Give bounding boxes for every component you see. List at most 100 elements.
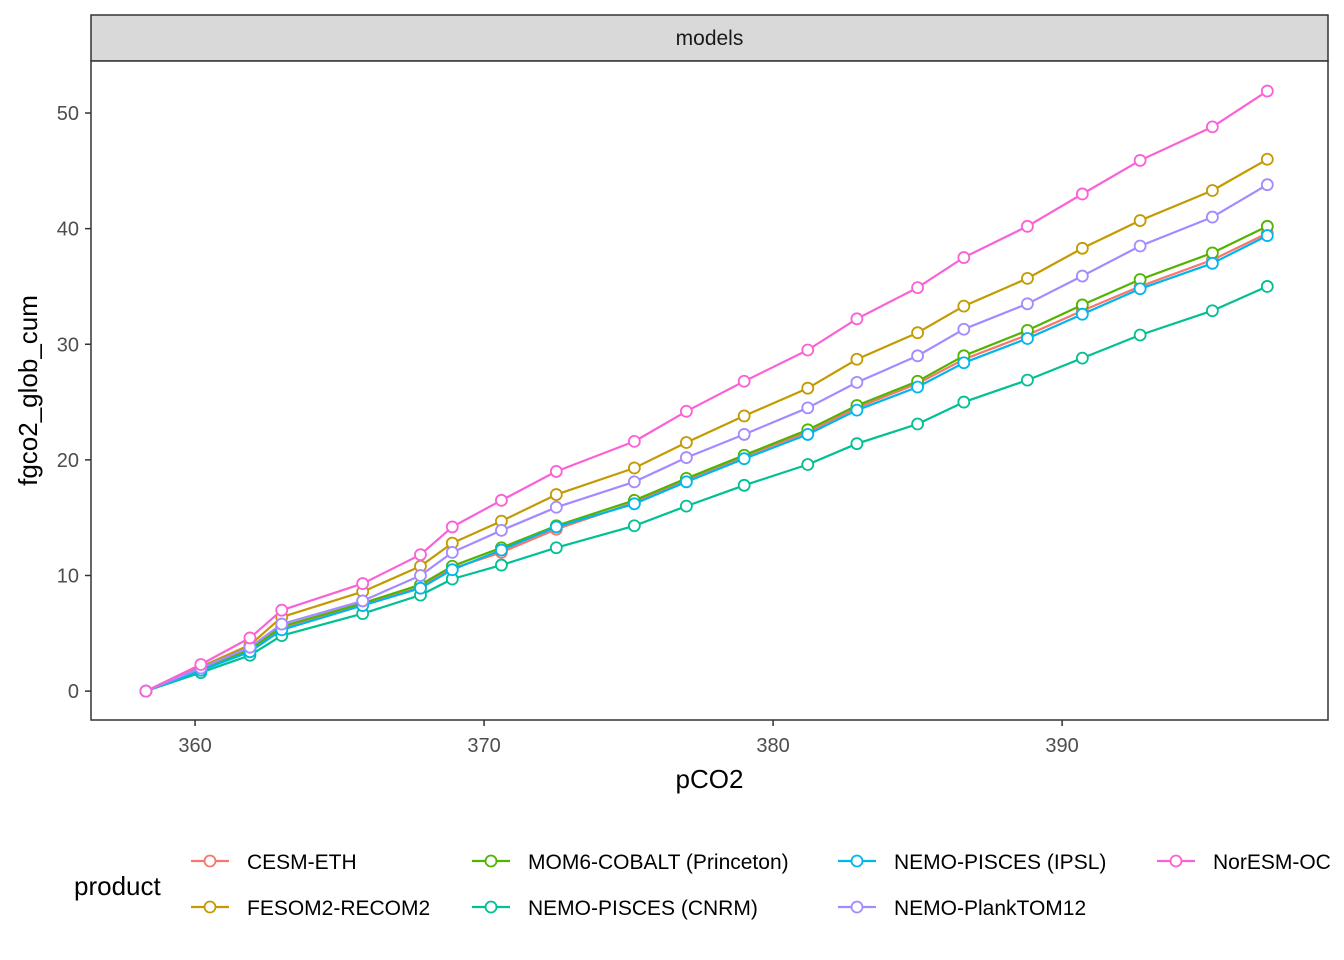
data-point [495,543,508,557]
legend-item: NorESM-OC [1157,851,1331,874]
data-point [850,352,864,366]
data-point [957,299,971,313]
data-point [1075,307,1089,321]
data-point [414,569,427,582]
data-point [1260,178,1274,192]
data-point [445,563,459,577]
data-point [737,374,751,388]
legend-key-point [203,854,217,868]
data-point [445,520,459,534]
data-point [1133,214,1147,227]
x-tick-label: 390 [1045,735,1078,757]
data-point [356,594,370,608]
legend-key-point [203,900,217,914]
x-tick-label: 370 [467,735,500,757]
legend-item: FESOM2-RECOM2 [191,897,430,920]
legend-title: product [74,871,161,901]
series-5 [139,178,1274,698]
y-tick-label: 10 [57,565,79,587]
data-point [801,428,815,441]
y-axis: 0 10 20 30 40 50 [57,103,91,703]
x-axis: 360 370 380 390 [178,720,1079,757]
data-point [679,451,693,464]
data-point [801,458,815,471]
data-point [1260,229,1274,242]
legend-item: NEMO-PISCES (CNRM) [472,897,758,920]
data-point [1133,154,1147,167]
data-point [275,617,289,631]
data-point [1133,282,1147,296]
data-point [549,520,563,534]
legend-key-point [850,854,864,868]
y-tick-label: 0 [68,681,79,703]
data-point [850,312,864,326]
data-point [801,343,815,357]
data-point [911,380,924,394]
data-point [495,493,508,507]
data-point [627,434,641,448]
data-point [737,478,751,492]
facet-strip-background [90,14,1329,62]
y-axis-title: fgco2_glob_cum [13,295,43,486]
legend-label: CESM-ETH [247,851,357,874]
series-1 [139,152,1274,698]
y-tick-label: 30 [57,334,79,356]
data-point [1133,239,1147,253]
data-point [801,381,815,395]
data-point [627,475,641,489]
data-point [1260,152,1274,166]
data-point [356,577,370,590]
data-point [1205,304,1219,318]
data-point [679,475,693,489]
data-point [549,500,563,514]
data-point [850,403,864,417]
data-point [243,631,257,645]
data-point [1205,210,1219,224]
legend-key-point [1169,854,1183,868]
data-point [850,437,864,451]
data-point [1205,184,1219,197]
data-point [627,461,641,475]
data-point [1075,351,1089,365]
y-tick-label: 20 [57,450,79,472]
legend-item: NEMO-PISCES (IPSL) [838,851,1106,874]
data-point [1021,219,1034,233]
legend-item: CESM-ETH [191,851,357,874]
data-point [957,251,971,264]
facet-strip: models [90,14,1329,62]
data-point [495,558,508,572]
y-tick-label: 50 [57,103,79,125]
data-point [549,541,563,555]
data-point [957,322,971,336]
data-point [737,428,751,441]
data-point [414,581,427,595]
data-point [549,488,563,501]
data-point [1075,187,1089,201]
data-point [1205,256,1219,270]
data-point [194,658,208,671]
data-point [627,519,641,533]
legend: product CESM-ETH FESOM2-RECOM2 MOM6-COBALT… [74,851,1331,920]
data-point [957,356,971,370]
legend-label: NEMO-PlankTOM12 [894,897,1086,920]
x-axis-title: pCO2 [676,764,744,794]
data-point [627,497,641,511]
data-point [911,349,924,363]
data-point [414,548,427,562]
series-layer [139,84,1274,698]
legend-label: MOM6-COBALT (Princeton) [528,851,789,874]
data-point [679,404,693,418]
data-point [679,499,693,513]
data-point [1133,328,1147,342]
data-point [911,417,924,431]
data-point [445,545,459,559]
x-tick-label: 360 [178,735,211,757]
data-point [911,281,924,295]
data-point [275,603,289,617]
data-point [1021,271,1034,285]
data-point [495,523,508,537]
legend-item: NEMO-PlankTOM12 [838,897,1086,920]
legend-key-point [484,854,498,868]
legend-label: NEMO-PISCES (IPSL) [894,851,1106,874]
data-point [1021,373,1034,387]
